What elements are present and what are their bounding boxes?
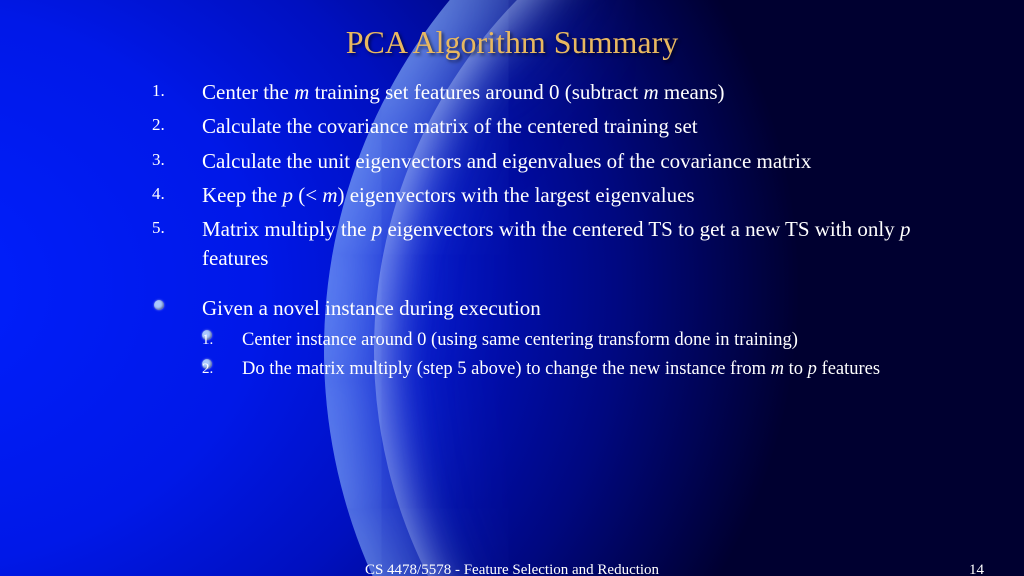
step-text: Calculate the covariance matrix of the c… — [202, 114, 698, 138]
substep-text: Do the matrix multiply (step 5 above) to… — [242, 359, 880, 379]
bullet-text: Given a novel instance during execution — [202, 296, 541, 320]
step-marker: 1. — [152, 80, 165, 103]
step-4: 4. Keep the p (< m) eigenvectors with the… — [152, 181, 912, 209]
slide-title: PCA Algorithm Summary — [0, 24, 1024, 61]
step-marker: 3. — [152, 149, 165, 172]
step-1: 1. Center the m training set features aro… — [152, 78, 912, 106]
step-marker: 4. — [152, 183, 165, 206]
execution-bullet: Given a novel instance during execution … — [152, 294, 912, 382]
step-marker: 2. — [152, 114, 165, 137]
step-2: 2. Calculate the covariance matrix of the… — [152, 112, 912, 140]
substep-marker: 1. — [202, 330, 212, 340]
substep-marker: 2. — [202, 359, 212, 369]
step-5: 5. Matrix multiply the p eigenvectors wit… — [152, 215, 912, 272]
main-steps-list: 1. Center the m training set features aro… — [152, 78, 912, 272]
execution-list: Given a novel instance during execution … — [152, 294, 912, 382]
substep-text: Center instance around 0 (using same cen… — [242, 330, 798, 350]
footer-course: CS 4478/5578 - Feature Selection and Red… — [0, 562, 1024, 576]
step-text: Matrix multiply the p eigenvectors with … — [202, 217, 910, 269]
substep-1: 1. Center instance around 0 (using same c… — [202, 328, 912, 353]
step-text: Center the m training set features aroun… — [202, 80, 725, 104]
step-text: Calculate the unit eigenvectors and eige… — [202, 149, 811, 173]
step-3: 3. Calculate the unit eigenvectors and ei… — [152, 147, 912, 175]
slide-content: 1. Center the m training set features aro… — [152, 78, 912, 386]
substep-2: 2. Do the matrix multiply (step 5 above) … — [202, 357, 912, 382]
footer-page-number: 14 — [969, 562, 984, 576]
step-text: Keep the p (< m) eigenvectors with the l… — [202, 183, 695, 207]
execution-sublist: 1. Center instance around 0 (using same c… — [202, 328, 912, 382]
bullet-icon — [154, 300, 164, 310]
step-marker: 5. — [152, 217, 165, 240]
